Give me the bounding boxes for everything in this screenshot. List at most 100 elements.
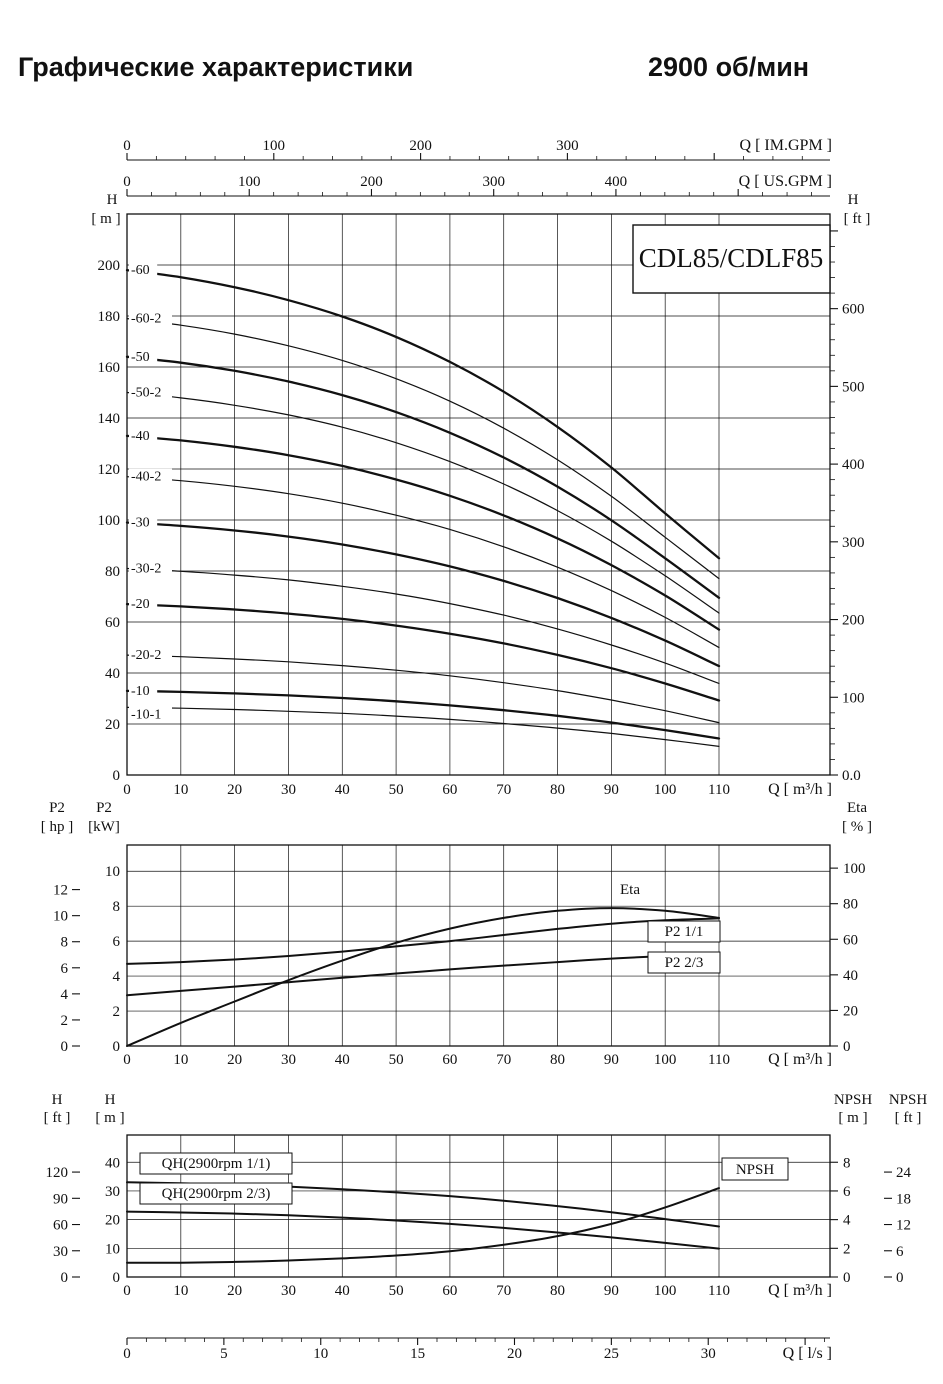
h-m-tick-label: 0 (113, 1270, 121, 1286)
q-m3h-tick-label: 40 (335, 1283, 350, 1299)
curve-P2-2-3 (126, 952, 720, 997)
h-ft-tick-label: 0.0 (842, 768, 861, 784)
curve-label-bg (129, 468, 172, 484)
curve-label--40-2: -40-2 (131, 470, 161, 485)
q-m3h-tick-label: 20 (227, 1283, 242, 1299)
h-m-tick-label: 160 (98, 360, 121, 376)
p2-two-thirds-label-box (647, 951, 721, 974)
q-m3h-tick-label: 110 (708, 782, 730, 798)
h-ft-tick-label: 30 (53, 1244, 68, 1260)
q-m3h-tick-label: 30 (281, 782, 296, 798)
p2-hp-tick-label: 4 (61, 987, 69, 1003)
npsh-ft-axis-label: [ ft ] (895, 1110, 922, 1126)
q-m3h-tick-label: 80 (550, 1283, 565, 1299)
q-m3h-tick-label: 20 (227, 1052, 242, 1068)
plot-frame (126, 844, 831, 1047)
qh-curve--40-2 (126, 476, 720, 649)
page-rpm: 2900 об/мин (648, 52, 810, 82)
eta-curve-label: Eta (620, 882, 640, 898)
eta-axis-label: [ % ] (842, 819, 872, 835)
qh-curve--20 (125, 602, 721, 702)
q-m3h-tick-label: 100 (654, 782, 677, 798)
q-m3h-tick-label: 60 (442, 1283, 457, 1299)
p2-kw-axis-label: [kW] (88, 819, 120, 835)
im-gpm-tick-label: 100 (263, 138, 286, 154)
page-title: Графические характеристики (18, 52, 414, 82)
h-m-axis-label: H (107, 192, 118, 208)
qh-curve--60-2 (126, 318, 720, 580)
q-m3h-tick-label: 100 (654, 1052, 677, 1068)
npsh-ft-tick-label: 18 (896, 1191, 911, 1207)
q-m3h-tick-label: 50 (389, 1283, 404, 1299)
qh-curve--40 (125, 434, 721, 631)
q-m3h-tick-label: 100 (654, 1283, 677, 1299)
qh-curve--50-2 (126, 391, 720, 614)
q-m3h-tick-label: 80 (550, 782, 565, 798)
npsh-m-tick-label: 8 (843, 1155, 851, 1171)
npsh-ft-tick-label: 12 (896, 1218, 911, 1234)
h-ft-tick-label: 100 (842, 690, 865, 706)
qh-two-thirds-label-box (139, 1182, 293, 1205)
us-gpm-tick-label: 400 (605, 174, 628, 190)
qh-curve--50 (125, 355, 721, 599)
q-m3h-tick-label: 10 (173, 1283, 188, 1299)
p2-full-label-box (647, 920, 721, 943)
p2-kw-tick-label: 8 (113, 899, 121, 915)
p2-kw-tick-label: 2 (113, 1004, 121, 1020)
npsh-m-axis-label: NPSH (834, 1092, 873, 1108)
h-m-tick-label: 140 (98, 411, 121, 427)
curve-label-bg (129, 310, 172, 326)
chart-qh-main: 0 100 200 300 Q [ IM.GPM ]0 100 200 300 400 Q [ U… (91, 137, 870, 798)
q-m3h-tick-label: 10 (173, 1052, 188, 1068)
h-ft-axis-label: [ ft ] (44, 1110, 71, 1126)
h-m-tick-label: 30 (105, 1184, 120, 1200)
p2-kw-tick-label: 0 (113, 1039, 121, 1055)
curve-label-bg (129, 427, 158, 443)
curve-label--10-1: -10-1 (131, 707, 161, 722)
npsh-m-tick-label: 0 (843, 1270, 851, 1286)
npsh-label-box (721, 1157, 789, 1181)
im-gpm-tick-label: 0 (123, 138, 131, 154)
qh-curve--20-2 (126, 654, 720, 724)
p2-hp-tick-label: 6 (61, 961, 69, 977)
p2-hp-tick-label: 0 (61, 1039, 69, 1055)
h-ft-tick-label: 120 (46, 1165, 69, 1181)
q-m3h-tick-label: 110 (708, 1052, 730, 1068)
q-m3h-tick-label: 40 (335, 782, 350, 798)
h-m-tick-label: 180 (98, 309, 121, 325)
q-m3h-tick-label: 0 (123, 1052, 131, 1068)
npsh-m-tick-label: 4 (843, 1213, 851, 1229)
curve-label--20-2: -20-2 (131, 648, 161, 663)
eta-tick-label: 100 (843, 861, 866, 877)
q-m3h-tick-label: 20 (227, 782, 242, 798)
curve-label--30: -30 (131, 516, 150, 531)
curve-label--50: -50 (131, 350, 150, 365)
q-m3h-tick-label: 50 (389, 1052, 404, 1068)
us-gpm-tick-label: 200 (360, 174, 383, 190)
curve-label--10: -10 (131, 684, 150, 699)
h-m-tick-label: 40 (105, 1155, 120, 1171)
qh-curve--60 (125, 268, 721, 560)
eta-tick-label: 20 (843, 1003, 858, 1019)
q-m3h-tick-label: 110 (708, 1283, 730, 1299)
curve-QH-2900rpm-2-3- (126, 1210, 720, 1250)
curve-label--20: -20 (131, 597, 150, 612)
ls-tick-label: 10 (313, 1346, 328, 1362)
p2-hp-axis-label: [ hp ] (41, 819, 74, 835)
npsh-ft-tick-label: 0 (896, 1270, 904, 1286)
q-m3h-axis-label: Q [ m³/h ] (768, 1051, 832, 1068)
h-m-tick-label: 20 (105, 717, 120, 733)
p2-hp-tick-label: 10 (53, 909, 68, 925)
q-m3h-tick-label: 90 (604, 1052, 619, 1068)
npsh-m-tick-label: 2 (843, 1241, 851, 1257)
p2-hp-tick-label: 12 (53, 883, 68, 899)
qh-two-thirds-label: QH(2900rpm 2/3) (162, 1186, 271, 1202)
h-ft-tick-label: 60 (53, 1218, 68, 1234)
curve-label-bg (129, 647, 172, 663)
us-gpm-axis-label: Q [ US.GPM ] (739, 173, 832, 190)
ls-axis-label: Q [ l/s ] (783, 1345, 832, 1362)
curve-label--60-2: -60-2 (131, 312, 161, 327)
q-m3h-tick-label: 40 (335, 1052, 350, 1068)
